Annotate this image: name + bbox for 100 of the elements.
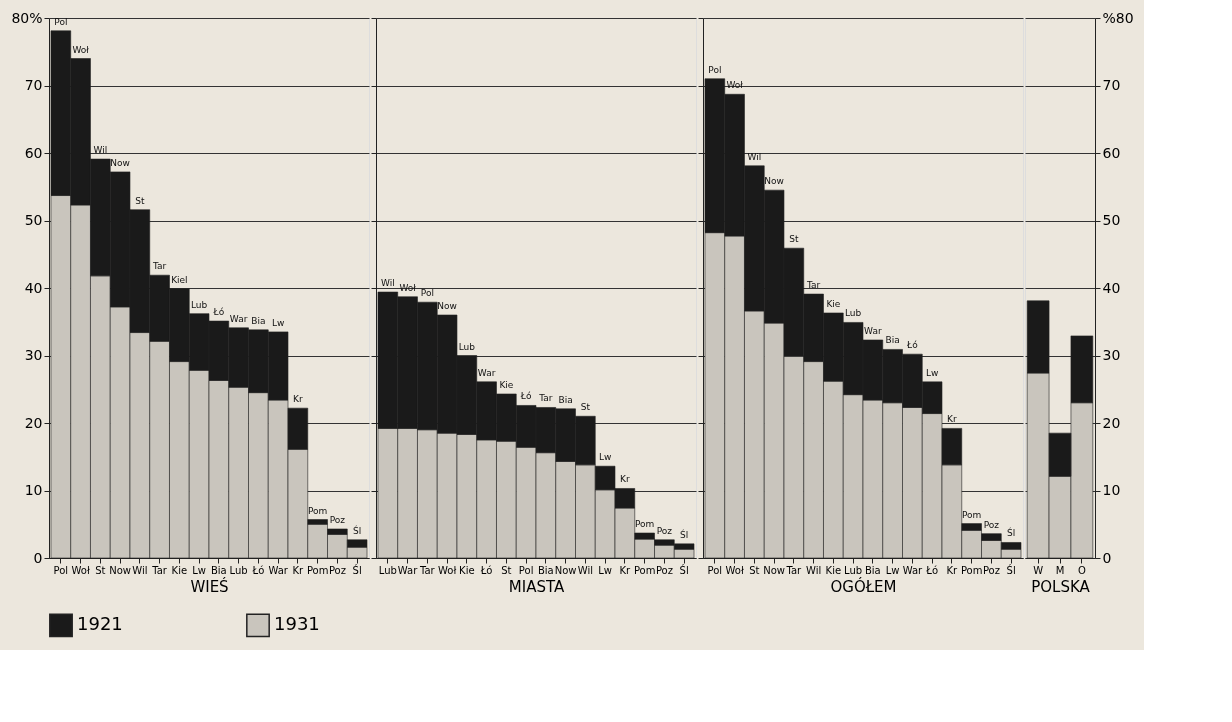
x-tick-label: Kr — [946, 564, 959, 576]
annotation: Wil — [747, 151, 762, 162]
annotation: Bia — [885, 335, 900, 346]
legend-label: 1931 — [274, 613, 320, 635]
annotation: Lw — [271, 317, 285, 328]
x-tick-label: Poz — [328, 564, 346, 576]
x-axis-title: POLSKA — [1031, 577, 1091, 596]
annotation: Pom — [307, 505, 328, 516]
x-tick-label: W — [1033, 564, 1044, 576]
x-tick-label: Wil — [577, 564, 593, 576]
annotation: Łó — [519, 391, 532, 402]
annotation: Wil — [93, 145, 108, 156]
annotation: Kiel — [171, 274, 188, 285]
annotation: Pom — [634, 519, 655, 530]
x-tick-label: Kie — [825, 564, 842, 576]
x-tick-label: Pol — [518, 564, 534, 576]
annotation: Pol — [420, 288, 434, 299]
x-tick-label: M — [1055, 564, 1065, 576]
annotation: Poz — [983, 519, 1000, 530]
annotation: Poz — [329, 514, 346, 525]
y2-tick-label: 10 — [1102, 482, 1121, 498]
annotation: Śl — [1007, 527, 1016, 539]
x-axis-title: OGÓŁEM — [830, 576, 897, 596]
annotation: Woł — [72, 44, 90, 55]
x-tick-label: Kie — [171, 564, 188, 576]
y-tick-label: 20 — [24, 414, 43, 431]
x-tick-label: Now — [763, 564, 785, 576]
annotation: Bia — [558, 394, 573, 405]
x-tick-label: Tar — [785, 564, 803, 576]
annotation: Śl — [353, 524, 362, 536]
x-tick-label: Lub — [844, 564, 863, 576]
x-tick-label: Śl — [352, 563, 362, 576]
x-tick-label: War — [397, 564, 419, 576]
y2-tick-label: %80 — [1102, 9, 1134, 26]
x-tick-label: Poz — [655, 564, 673, 576]
y-tick-label: 40 — [24, 279, 43, 296]
y-tick-label: 80% — [11, 9, 43, 26]
x-tick-label: Woł — [437, 564, 457, 576]
x-tick-label: Pom — [633, 564, 656, 576]
y2-tick-label: 70 — [1102, 77, 1121, 93]
annotation: Kie — [499, 379, 514, 390]
x-tick-label: Śl — [679, 563, 689, 576]
x-tick-label: War — [902, 564, 924, 576]
annotation: Lub — [458, 341, 476, 352]
annotation: War — [229, 313, 248, 324]
annotation: Now — [437, 301, 457, 311]
x-tick-label: Lw — [192, 564, 206, 576]
x-tick-label: St — [95, 564, 106, 576]
annotation: St — [580, 402, 591, 413]
x-tick-label: Lw — [598, 564, 613, 576]
x-tick-label: Bia — [210, 564, 227, 576]
annotation: Łó — [906, 340, 919, 351]
annotation: Lub — [190, 299, 208, 310]
x-tick-label: Śl — [1006, 563, 1016, 576]
x-tick-label: Now — [109, 564, 131, 576]
y2-tick-label: 30 — [1102, 347, 1121, 363]
annotation: Poz — [656, 525, 673, 536]
annotation: Tar — [806, 280, 821, 291]
x-tick-label: Tar — [419, 564, 436, 576]
annotation: Tar — [538, 393, 553, 404]
y2-tick-label: 60 — [1102, 144, 1121, 161]
annotation: Kie — [826, 298, 841, 309]
x-tick-label: Bia — [864, 564, 881, 576]
x-tick-label: Pol — [707, 564, 723, 576]
x-tick-label: Tar — [151, 564, 168, 576]
x-axis-title: MIASTA — [508, 577, 565, 596]
y2-tick-label: 40 — [1102, 279, 1121, 296]
y-tick-label: 0 — [33, 549, 43, 566]
x-tick-label: Kie — [459, 564, 475, 576]
x-tick-label: O — [1077, 564, 1086, 576]
annotation: War — [864, 325, 882, 336]
annotation: Łó — [212, 307, 225, 318]
annotation: Tar — [152, 261, 167, 272]
annotation: Now — [110, 157, 130, 168]
annotation: Bia — [251, 315, 266, 326]
x-tick-label: War — [268, 564, 289, 576]
annotation: Śl — [680, 528, 689, 540]
x-tick-label: Łó — [925, 564, 939, 576]
y2-tick-label: 20 — [1102, 414, 1121, 431]
x-tick-label: Pom — [960, 564, 983, 576]
y-tick-label: 70 — [24, 77, 43, 93]
annotation: Pol — [708, 64, 722, 75]
annotation: St — [789, 234, 799, 245]
x-tick-label: St — [749, 564, 760, 576]
x-tick-label: Lub — [378, 564, 397, 576]
annotation: Kr — [620, 474, 630, 485]
annotation: Lw — [598, 452, 612, 463]
x-tick-label: Wil — [806, 564, 822, 576]
x-tick-label: Lub — [229, 564, 248, 576]
x-tick-label: Woł — [725, 564, 744, 576]
x-tick-label: Kr — [619, 564, 632, 576]
x-axis-title: WIEŚ — [190, 576, 229, 596]
y-tick-label: 10 — [24, 482, 43, 498]
annotation: Kr — [947, 414, 957, 425]
y-tick-label: 50 — [24, 212, 43, 228]
x-tick-label: Now — [554, 564, 577, 576]
x-tick-label: Bia — [537, 564, 554, 576]
legend-label: 1921 — [77, 613, 123, 635]
annotation: Pol — [54, 16, 68, 27]
y-tick-label: 30 — [24, 347, 43, 363]
